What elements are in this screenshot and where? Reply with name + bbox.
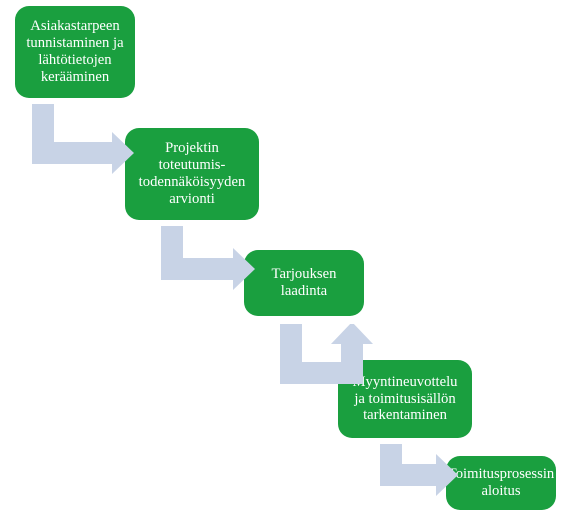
flow-node-n5: Toimitusprosessin aloitus (446, 456, 556, 510)
flow-node-n1: Asiakastarpeen tunnistaminen ja lähtötie… (15, 6, 135, 98)
flow-node-label: Toimitusprosessin aloitus (448, 466, 554, 500)
flow-arrow-2 (161, 226, 259, 310)
flow-node-label: Projektin toteutumis- todennäköisyyden a… (135, 140, 249, 207)
flowchart-stage: Asiakastarpeen tunnistaminen ja lähtötie… (0, 0, 569, 514)
flow-node-label: Asiakastarpeen tunnistaminen ja lähtötie… (25, 18, 125, 85)
flow-arrow-4 (380, 444, 462, 514)
flow-node-label: Tarjouksen laadinta (254, 266, 354, 300)
flow-arrow-1 (32, 104, 138, 194)
flow-node-n3: Tarjouksen laadinta (244, 250, 364, 316)
flow-arrow-3 (280, 324, 377, 393)
flow-node-n2: Projektin toteutumis- todennäköisyyden a… (125, 128, 259, 220)
